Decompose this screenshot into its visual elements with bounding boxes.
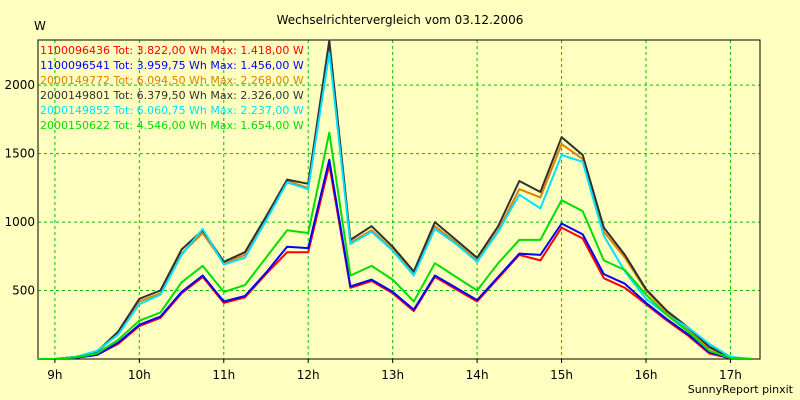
series-line-2000150622 xyxy=(38,131,752,359)
x-tick-label: 14h xyxy=(466,368,489,382)
legend-entry-2000149772: 2000149772 Tot: 6.094,50 Wh Max: 2.268,0… xyxy=(40,74,304,87)
x-tick-label: 11h xyxy=(212,368,235,382)
x-tick-label: 12h xyxy=(297,368,320,382)
series-line-2000149852 xyxy=(38,51,752,359)
chart-title: Wechselrichtervergleich vom 03.12.2006 xyxy=(277,13,524,27)
plot-frame xyxy=(37,39,761,360)
series-line-1100096436 xyxy=(38,163,752,359)
legend-entry-1100096436: 1100096436 Tot: 3.822,00 Wh Max: 1.418,0… xyxy=(40,44,304,57)
legend: 1100096436 Tot: 3.822,00 Wh Max: 1.418,0… xyxy=(40,44,304,132)
legend-entry-2000150622: 2000150622 Tot: 4.546,00 Wh Max: 1.654,0… xyxy=(40,119,304,132)
y-tick-label: 1000 xyxy=(4,215,35,229)
x-tick-label: 15h xyxy=(550,368,573,382)
series-line-1100096541 xyxy=(38,158,752,359)
y-tick-label: 2000 xyxy=(4,78,35,92)
legend-entry-2000149801: 2000149801 Tot: 6.379,50 Wh Max: 2.326,0… xyxy=(40,89,304,102)
x-tick-label: 13h xyxy=(381,368,404,382)
series-line-2000149801 xyxy=(38,39,752,359)
x-tick-label: 17h xyxy=(719,368,742,382)
x-tick-label: 10h xyxy=(128,368,151,382)
legend-entry-1100096541: 1100096541 Tot: 3.959,75 Wh Max: 1.456,0… xyxy=(40,59,304,72)
y-axis-unit-label: W xyxy=(34,19,46,33)
x-tick-label: 16h xyxy=(635,368,658,382)
x-tick-label: 9h xyxy=(47,368,62,382)
series-lines xyxy=(38,39,752,359)
axes: 500 1000 1500 2000 9h 10h 11h 12h 13h 14h 15h 16h 17… xyxy=(4,39,761,382)
y-tick-label: 500 xyxy=(12,284,35,298)
y-tick-label: 1500 xyxy=(4,147,35,161)
footer-credit: SunnyReport pinxit xyxy=(688,383,794,396)
legend-entry-2000149852: 2000149852 Tot: 6.060,75 Wh Max: 2.237,0… xyxy=(40,104,304,117)
